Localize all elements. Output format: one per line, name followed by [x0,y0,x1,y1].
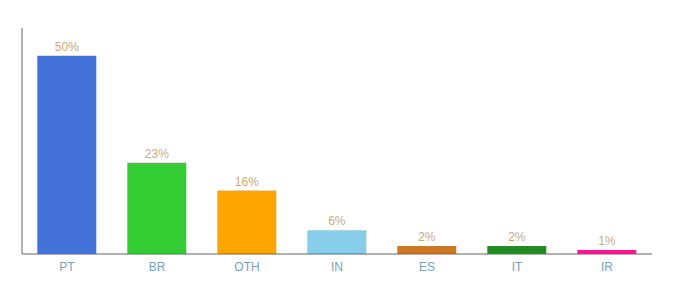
svg-text:1%: 1% [598,234,616,248]
svg-text:BR: BR [149,260,166,274]
svg-text:6%: 6% [328,214,346,228]
svg-text:IN: IN [331,260,343,274]
svg-text:2%: 2% [508,230,526,244]
svg-text:ES: ES [419,260,435,274]
svg-text:23%: 23% [145,147,169,161]
svg-text:IT: IT [512,260,523,274]
svg-text:IR: IR [601,260,613,274]
svg-text:OTH: OTH [234,260,259,274]
svg-text:50%: 50% [55,40,79,54]
svg-text:2%: 2% [418,230,436,244]
svg-text:PT: PT [59,260,75,274]
svg-text:16%: 16% [235,175,259,189]
